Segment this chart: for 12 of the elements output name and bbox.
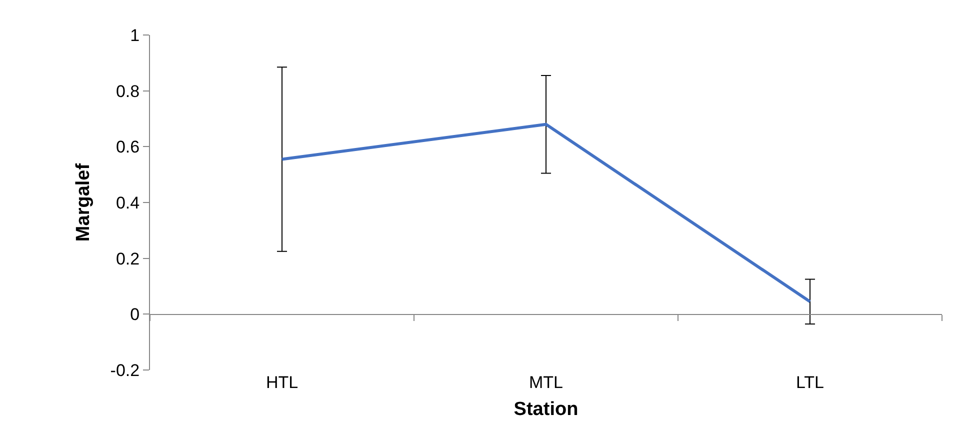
- y-tick-label: 0.2: [116, 249, 140, 268]
- y-tick-label: 0.6: [116, 138, 140, 157]
- y-tick-label: 0.8: [116, 82, 140, 101]
- x-axis-title: Station: [514, 398, 578, 420]
- y-tick-label: -0.2: [110, 360, 140, 380]
- y-tick-label: 1: [130, 26, 140, 45]
- y-tick-label: 0: [130, 305, 140, 324]
- x-tick-label: HTL: [266, 373, 298, 392]
- x-tick-label: LTL: [796, 373, 824, 392]
- y-tick-label: 0.4: [116, 193, 140, 212]
- x-tick-label: MTL: [529, 373, 563, 392]
- y-axis-title: Margalef: [73, 162, 94, 242]
